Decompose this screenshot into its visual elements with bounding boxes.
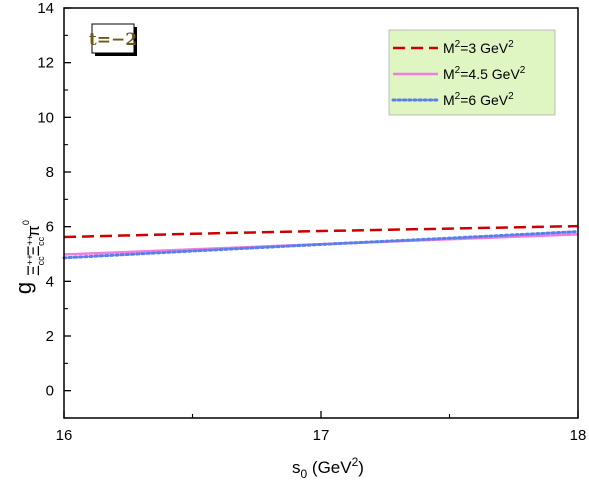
y-tick-label: 0 <box>46 383 54 400</box>
legend: M2=3 GeV2 M2=4.5 GeV2 M2=6 GeV2 <box>388 29 556 116</box>
y-tick-label: 6 <box>46 219 54 236</box>
svg-text:Ξ++ccΞ++ccπ0: Ξ++ccΞ++ccπ0 <box>21 220 46 276</box>
svg-text:g: g <box>11 282 36 294</box>
x-tick-label: 17 <box>313 427 330 444</box>
plot-frame <box>63 7 579 419</box>
y-tick-label: 2 <box>46 328 54 345</box>
series-line-3 <box>62 230 580 260</box>
y-tick-label: 14 <box>37 0 54 17</box>
y-tick-label: 8 <box>46 164 54 181</box>
y-tick-label: 4 <box>46 273 54 290</box>
x-tick-label: 16 <box>56 427 73 444</box>
x-axis-label: s0 (GeV2) <box>292 455 364 481</box>
legend-label-2: M2=4.5 GeV2 <box>443 65 526 82</box>
y-axis-label: g Ξ++ccΞ++ccπ0 <box>11 220 46 294</box>
x-tick-label: 18 <box>570 427 587 444</box>
legend-label-1: M2=3 GeV2 <box>443 39 514 56</box>
annotation-label: t=−2 <box>89 30 137 50</box>
tick-labels: 16 17 18 0 2 4 6 8 10 12 14 <box>37 0 586 444</box>
annotation-box: t=−2 <box>89 23 137 56</box>
y-tick-label: 12 <box>37 55 54 72</box>
series-layer <box>62 224 580 260</box>
series-line-1 <box>63 224 579 239</box>
legend-label-3: M2=6 GeV2 <box>443 91 514 108</box>
y-tick-label: 10 <box>37 109 54 126</box>
